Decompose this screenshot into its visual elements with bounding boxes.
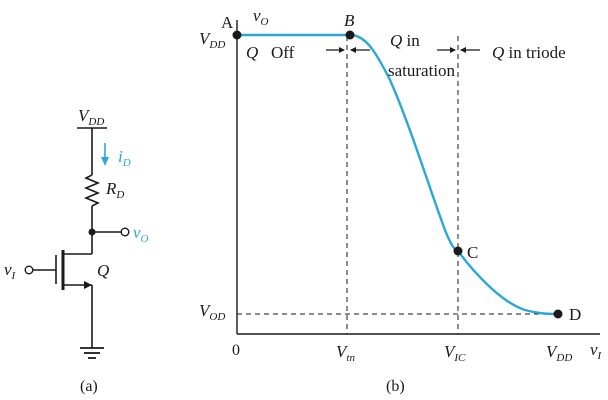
- point-d-label: D: [569, 305, 581, 324]
- point-d-dot: [553, 309, 563, 319]
- region-sat-line1: Q in: [390, 31, 420, 50]
- circuit-diagram: VDD iD RD vO vI Q: [4, 106, 149, 395]
- ground-icon: [80, 347, 104, 359]
- region-off-label: Off: [271, 43, 295, 62]
- q-label: Q: [97, 261, 109, 280]
- origin-label: 0: [232, 342, 240, 359]
- point-b-label: B: [344, 11, 355, 30]
- y-vod-label: VOD: [199, 301, 225, 323]
- resistor-rd: [83, 174, 101, 207]
- x-vic-label: VIC: [444, 342, 466, 364]
- transfer-characteristic-plot: vO vI VDD VOD 0 Vtn VIC VDD A B C D Q Of…: [199, 6, 603, 395]
- point-c-label: C: [467, 243, 478, 262]
- id-label: iD: [118, 147, 131, 169]
- caption-a: (a): [80, 378, 98, 395]
- caption-b: (b): [386, 378, 405, 395]
- boundary-arrows-b: [326, 47, 370, 53]
- point-a-dot: [232, 30, 242, 40]
- output-terminal: [120, 227, 130, 237]
- id-arrow-head: [101, 157, 109, 166]
- vo-label: vO: [133, 223, 149, 245]
- region-triode-label: Q in triode: [492, 43, 566, 62]
- vdd-label: VDD: [78, 106, 104, 128]
- boundary-arrows-c: [437, 47, 480, 53]
- input-terminal: [24, 265, 34, 275]
- point-c-dot: [453, 246, 463, 256]
- x-vdd-label: VDD: [546, 342, 572, 364]
- y-vdd-label: VDD: [199, 29, 225, 51]
- y-axis-label: vO: [253, 6, 269, 28]
- region-off-q: Q: [246, 43, 258, 62]
- region-sat-line2: saturation: [388, 61, 456, 80]
- x-vtn-label: Vtn: [336, 342, 355, 364]
- vi-label: vI: [4, 260, 17, 282]
- rd-label: RD: [105, 179, 124, 201]
- x-axis-label: vI: [590, 340, 603, 362]
- point-b-dot: [345, 30, 355, 40]
- point-a-label: A: [221, 13, 234, 32]
- source-arrow-icon: [84, 281, 92, 289]
- transfer-curve: [235, 33, 560, 316]
